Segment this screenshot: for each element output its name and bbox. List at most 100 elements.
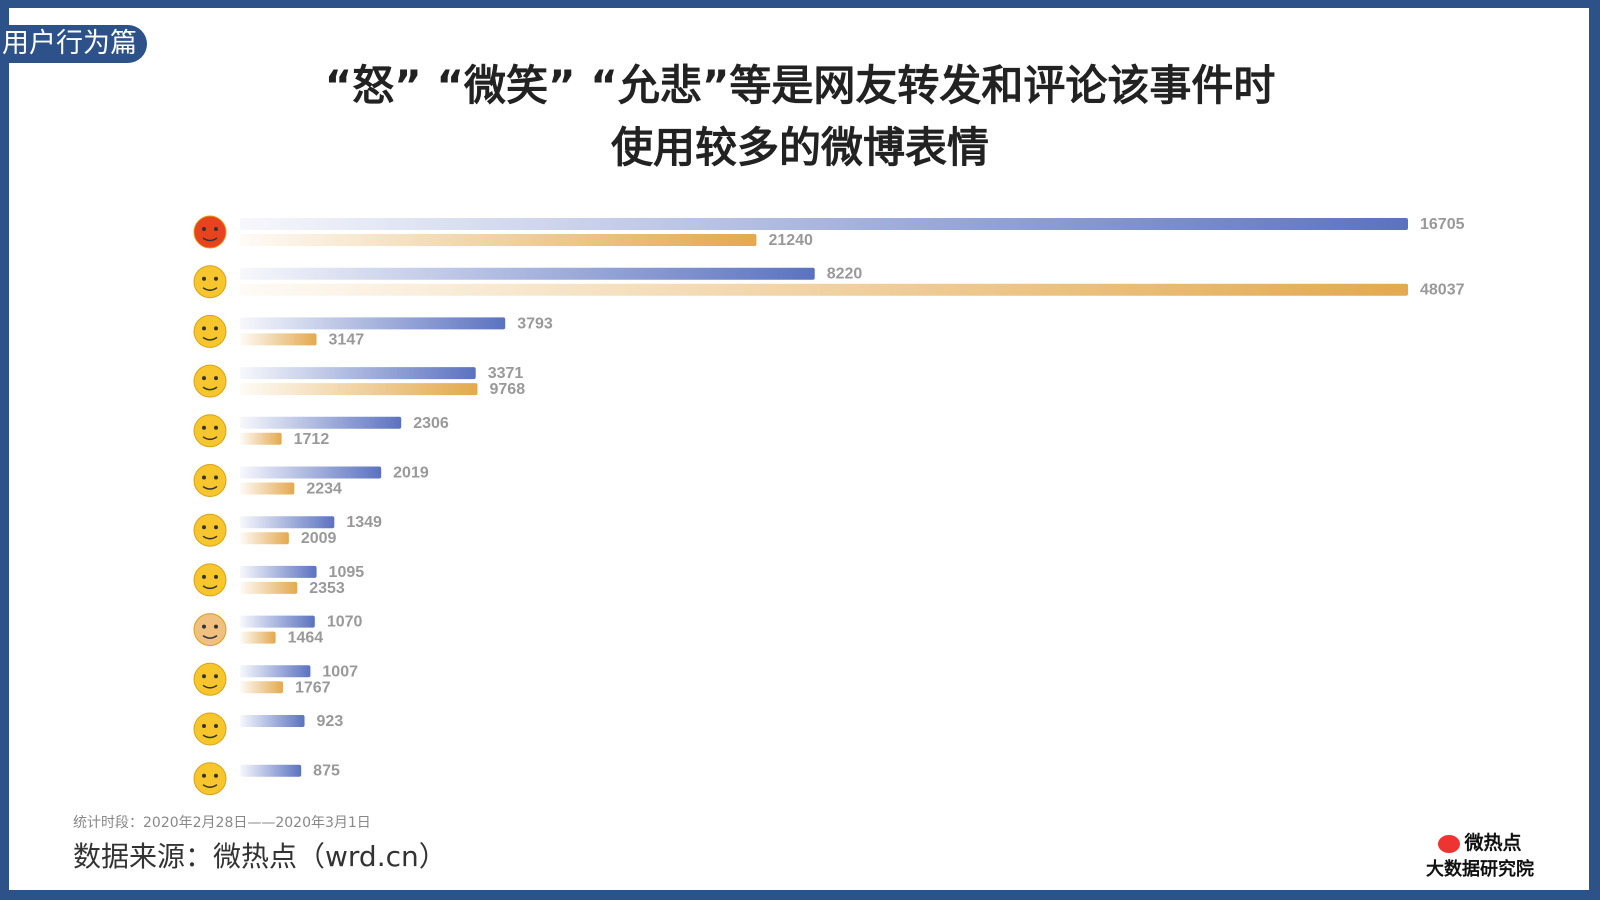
bar-value-label: 1349 [346, 514, 382, 531]
title-line-1: “怒” “微笑” “允悲”等是网友转发和评论该事件时 [324, 61, 1276, 110]
blue-bar [240, 764, 302, 777]
emoji-eye [202, 574, 206, 579]
emoji-eye [214, 674, 218, 679]
emoji-eye [202, 227, 206, 231]
emoji-mouth [202, 585, 218, 590]
blue-bar [240, 416, 402, 429]
bar-value-label: 9768 [490, 381, 526, 398]
orange-bar [240, 333, 317, 346]
emoji-eye [202, 326, 206, 331]
period-note: 统计时段：2020年2月28日——2020年3月1日 [73, 815, 371, 831]
blue-bar [240, 715, 305, 727]
think-emoji-icon [193, 762, 227, 796]
orange-bar [240, 283, 1408, 296]
bar-value-label: 2019 [393, 465, 429, 482]
emoji-mouth [202, 535, 218, 540]
angry-emoji-icon [193, 215, 227, 249]
crying-emoji-icon [193, 364, 227, 398]
emoji-eye [214, 724, 218, 728]
logo-line-2: 大数据研究院 [1426, 859, 1534, 880]
title-line-2: 使用较多的微博表情 [610, 123, 989, 172]
bar-chart: 16705 8220 3793 3371 2306 2019 1349 1095 1070 100… [193, 215, 1465, 796]
orange-bar [240, 681, 283, 694]
emoji-eye [202, 674, 206, 679]
blue-bar [240, 615, 315, 628]
bar-value-label: 3371 [488, 365, 524, 382]
bar-value-label: 1712 [294, 431, 330, 448]
emoji-mouth [202, 436, 218, 441]
emoji-eye [202, 525, 206, 530]
emoji-eye [214, 773, 218, 778]
blue-bar [240, 665, 311, 678]
emoji-mouth [202, 485, 218, 490]
bar-value-label: 3147 [329, 331, 365, 348]
bar-value-label: 923 [317, 713, 344, 730]
emoji-eye [214, 326, 218, 331]
emoji-eye [214, 574, 218, 579]
blue-bar [240, 367, 476, 380]
emoji-mouth [202, 336, 218, 341]
emoji-eye [202, 724, 206, 728]
emoji-eye [202, 276, 206, 281]
bar-value-label: 8220 [827, 266, 863, 283]
section-tag: 用户行为篇 [0, 25, 147, 63]
bar-value-label: 48037 [1420, 282, 1465, 299]
emoji-mouth [202, 237, 218, 242]
emoji-eye [202, 425, 206, 430]
emoji-eye [214, 276, 218, 281]
emoji-eye [214, 425, 218, 430]
emoji-mouth [202, 784, 218, 788]
bar-value-label: 1464 [288, 630, 324, 647]
orange-bar [240, 234, 757, 246]
orange-bar [240, 482, 295, 495]
emoji-eye [214, 475, 218, 480]
smile-emoji-icon [193, 265, 227, 299]
dizzy-emoji-icon [193, 464, 227, 497]
blue-bar [240, 267, 815, 280]
bar-value-label: 3793 [517, 315, 553, 332]
bar-value-label: 1095 [329, 564, 365, 581]
blue-bar [240, 565, 317, 578]
shy-emoji-icon [193, 662, 227, 696]
laugh-cry-emoji-icon [193, 314, 227, 348]
bar-value-label: 875 [313, 763, 340, 780]
orange-bar [240, 532, 289, 545]
emoji-mouth [202, 734, 218, 739]
grin-emoji-icon [193, 513, 227, 547]
orange-bar [240, 383, 478, 396]
bar-value-label: 1007 [322, 663, 358, 680]
blue-bar [240, 317, 506, 330]
emoji-eye [202, 773, 206, 778]
orange-bar [240, 432, 282, 445]
bar-value-label: 2009 [301, 530, 337, 547]
bar-value-label: 2306 [413, 415, 449, 432]
weirediandian-logo: 微热点 大数据研究院 [1405, 828, 1555, 881]
bar-value-label: 21240 [768, 232, 813, 249]
emoji-eye [214, 376, 218, 381]
orange-bar [240, 581, 298, 594]
orange-bar [240, 631, 276, 644]
thumbs-up-emoji-icon [193, 613, 227, 647]
emoji-eye [202, 376, 206, 381]
emoji-mouth [202, 287, 218, 291]
emoji-mouth [202, 634, 218, 639]
emoji-eye [214, 624, 218, 629]
bar-value-label: 16705 [1420, 216, 1465, 233]
emoji-eye [202, 475, 206, 480]
blue-bar [240, 218, 1408, 230]
weibo-eye-icon [1438, 834, 1461, 853]
emoji-eye [214, 525, 218, 530]
shrug-emoji-icon [193, 563, 227, 597]
bar-value-label: 1070 [327, 614, 363, 631]
logo-line-1: 微热点 [1464, 832, 1522, 854]
data-source: 数据来源：微热点（wrd.cn） [73, 840, 447, 873]
drool-emoji-icon [193, 712, 227, 746]
emoji-mouth [202, 386, 218, 391]
slide [9, 8, 1589, 890]
confused-emoji-icon [193, 414, 227, 448]
bar-value-label: 2353 [309, 580, 345, 597]
emoji-eye [214, 227, 218, 231]
bar-value-label: 2234 [306, 481, 342, 498]
emoji-mouth [202, 684, 218, 689]
page-title: “怒” “微笑” “允悲”等是网友转发和评论该事件时 使用较多的微博表情 [0, 55, 1600, 179]
